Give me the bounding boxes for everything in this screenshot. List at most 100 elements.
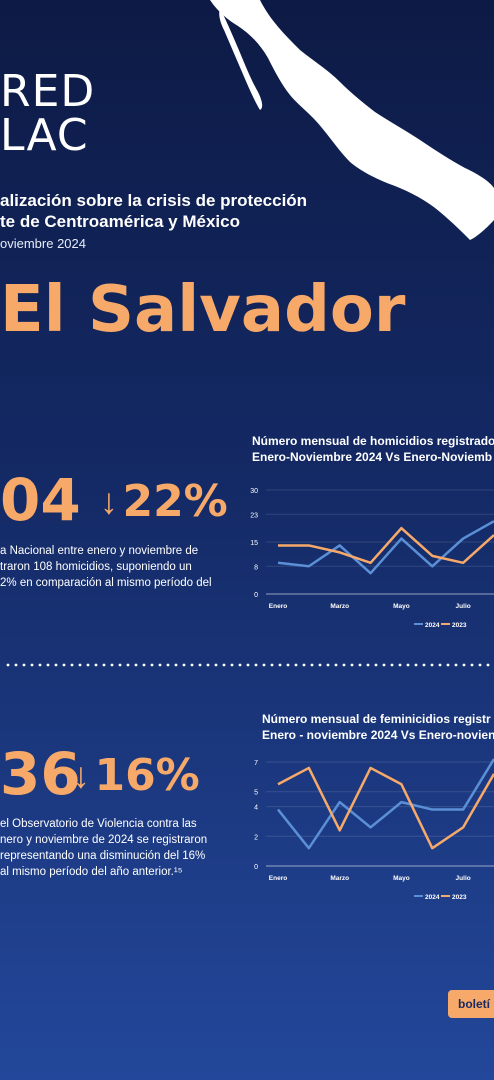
separator-dot (454, 663, 458, 667)
separator-dot (158, 663, 162, 667)
separator-dot (438, 663, 442, 667)
homicides-change: 22% (122, 476, 228, 527)
separator-dot (262, 663, 266, 667)
femicides-chart-title: Número mensual de feminicidios registr E… (262, 711, 494, 743)
separator-dot (374, 663, 378, 667)
series-line-2024 (277, 520, 494, 575)
separator-dot (318, 663, 322, 667)
publication-date: oviembre 2024 (0, 236, 86, 251)
subtitle-line-1: alización sobre la crisis de protección (0, 191, 308, 210)
separator-dot (86, 663, 90, 667)
y-tick-label: 30 (250, 488, 258, 495)
y-tick-label: 2 (254, 834, 258, 841)
separator-dot (222, 663, 226, 667)
homicides-chart-title: Número mensual de homicidios registrado … (252, 433, 494, 465)
separator-dot (334, 663, 338, 667)
chart-title-line: Enero - noviembre 2024 Vs Enero-novien (262, 728, 494, 742)
dotted-separator (6, 663, 490, 667)
separator-dot (94, 663, 98, 667)
separator-dot (470, 663, 474, 667)
separator-dot (350, 663, 354, 667)
separator-dot (294, 663, 298, 667)
separator-dot (302, 663, 306, 667)
chart-title-line: Número mensual de homicidios registrado (252, 434, 494, 448)
mexico-map-silhouette (210, 0, 494, 240)
femicides-change-group: ↓ 16% (72, 750, 200, 801)
femicides-total: 36 (0, 740, 81, 808)
separator-dot (62, 663, 66, 667)
brand-line-2: LAC (0, 110, 89, 161)
femicides-description-line: nero y noviembre de 2024 se registraron (0, 834, 208, 846)
legend-label: 2023 (452, 894, 467, 901)
homicides-description-line: a Nacional entre enero y noviembre de (0, 545, 199, 557)
separator-dot (478, 663, 482, 667)
series-line-2023 (278, 526, 494, 565)
separator-dot (38, 663, 42, 667)
x-tick-label: Marzo (330, 875, 349, 882)
series-line-2024 (277, 758, 494, 850)
x-tick-label: Julio (456, 875, 471, 882)
separator-dot (310, 663, 314, 667)
chart-title-line: Número mensual de feminicidios registr (262, 712, 491, 726)
separator-dot (78, 663, 82, 667)
separator-dot (54, 663, 58, 667)
separator-dot (422, 663, 426, 667)
homicides-description-line: traron 108 homicidios, suponiendo un (0, 561, 192, 573)
separator-dot (118, 663, 122, 667)
down-arrow-icon: ↓ (72, 754, 90, 796)
separator-dot (166, 663, 170, 667)
separator-dot (198, 663, 202, 667)
homicides-description: a Nacional entre enero y noviembre de tr… (0, 543, 230, 591)
separator-dot (390, 663, 394, 667)
separator-dot (358, 663, 362, 667)
separator-dot (30, 663, 34, 667)
separator-dot (446, 663, 450, 667)
homicides-change-group: ↓ 22% (100, 476, 228, 527)
separator-dot (270, 663, 274, 667)
document-subtitle: alización sobre la crisis de protección … (0, 190, 494, 232)
separator-dot (246, 663, 250, 667)
separator-dot (214, 663, 218, 667)
down-arrow-icon: ↓ (100, 480, 118, 522)
y-tick-label: 0 (254, 592, 258, 599)
x-tick-label: Marzo (330, 603, 349, 610)
separator-dot (430, 663, 434, 667)
homicides-total: 04 (0, 466, 81, 534)
y-tick-label: 15 (250, 540, 258, 547)
separator-dot (110, 663, 114, 667)
separator-dot (342, 663, 346, 667)
y-tick-label: 8 (254, 564, 258, 571)
separator-dot (46, 663, 50, 667)
brand-line-1: RED (0, 66, 96, 117)
separator-dot (70, 663, 74, 667)
separator-dot (382, 663, 386, 667)
y-tick-label: 23 (250, 512, 258, 519)
y-tick-label: 7 (254, 760, 258, 767)
separator-dot (102, 663, 106, 667)
separator-dot (326, 663, 330, 667)
separator-dot (230, 663, 234, 667)
femicides-description-line: al mismo período del año anterior.¹⁵ (0, 866, 183, 878)
separator-dot (142, 663, 146, 667)
separator-dot (174, 663, 178, 667)
x-tick-label: Julio (456, 603, 471, 610)
y-tick-label: 4 (254, 805, 258, 812)
separator-dot (398, 663, 402, 667)
x-tick-label: Enero (269, 875, 287, 882)
separator-dot (134, 663, 138, 667)
separator-dot (462, 663, 466, 667)
femicides-description-line: representando una disminución del 16% (0, 850, 206, 862)
country-title: El Salvador (0, 273, 406, 347)
chart-title-line: Enero-Noviembre 2024 Vs Enero-Noviemb (252, 450, 493, 464)
separator-dot (22, 663, 26, 667)
homicides-line-chart: 0 8 15 23 30 Enero Marzo Mayo Julio 2024 2023 (250, 488, 494, 629)
femicides-line-chart: 0 2 4 5 7 Enero Marzo Mayo Julio 2024 2023 (254, 758, 494, 901)
boletin-button[interactable]: boletí (448, 990, 494, 1018)
femicides-description-line: el Observatorio de Violencia contra las (0, 818, 197, 830)
separator-dot (190, 663, 194, 667)
separator-dot (14, 663, 18, 667)
y-tick-label: 5 (254, 790, 258, 797)
legend-label: 2024 (425, 622, 440, 629)
separator-dot (126, 663, 130, 667)
subtitle-line-2: te de Centroamérica y México (0, 212, 240, 231)
